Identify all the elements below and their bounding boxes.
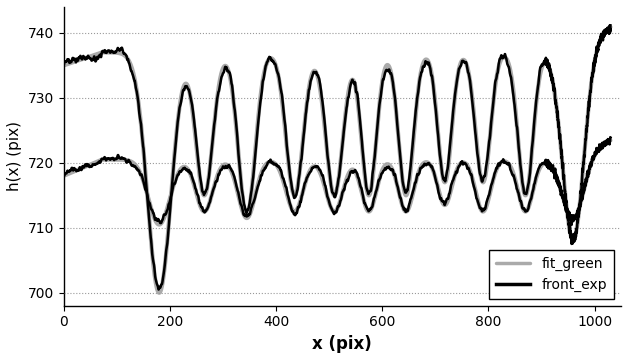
Line: front_exp: front_exp (63, 25, 610, 289)
front_exp (596, 38, 604, 42)
front_exp (293, 189, 301, 193)
front_exp (122, 53, 130, 58)
fit_green (537, 68, 544, 73)
fit_green (155, 291, 163, 295)
front_exp (537, 64, 544, 69)
front_exp (154, 287, 162, 292)
Legend: fit_green, front_exp: fit_green, front_exp (489, 250, 614, 299)
Y-axis label: h(x) (pix): h(x) (pix) (7, 121, 22, 192)
front_exp (155, 287, 163, 292)
fit_green (122, 54, 130, 59)
Line: fit_green: fit_green (63, 27, 610, 293)
fit_green (60, 63, 67, 68)
front_exp (607, 23, 614, 27)
X-axis label: x (pix): x (pix) (313, 335, 372, 353)
front_exp (60, 63, 67, 68)
fit_green (154, 290, 162, 294)
fit_green (607, 25, 614, 29)
fit_green (596, 39, 604, 43)
front_exp (269, 59, 277, 64)
fit_green (293, 186, 301, 191)
fit_green (269, 58, 277, 62)
